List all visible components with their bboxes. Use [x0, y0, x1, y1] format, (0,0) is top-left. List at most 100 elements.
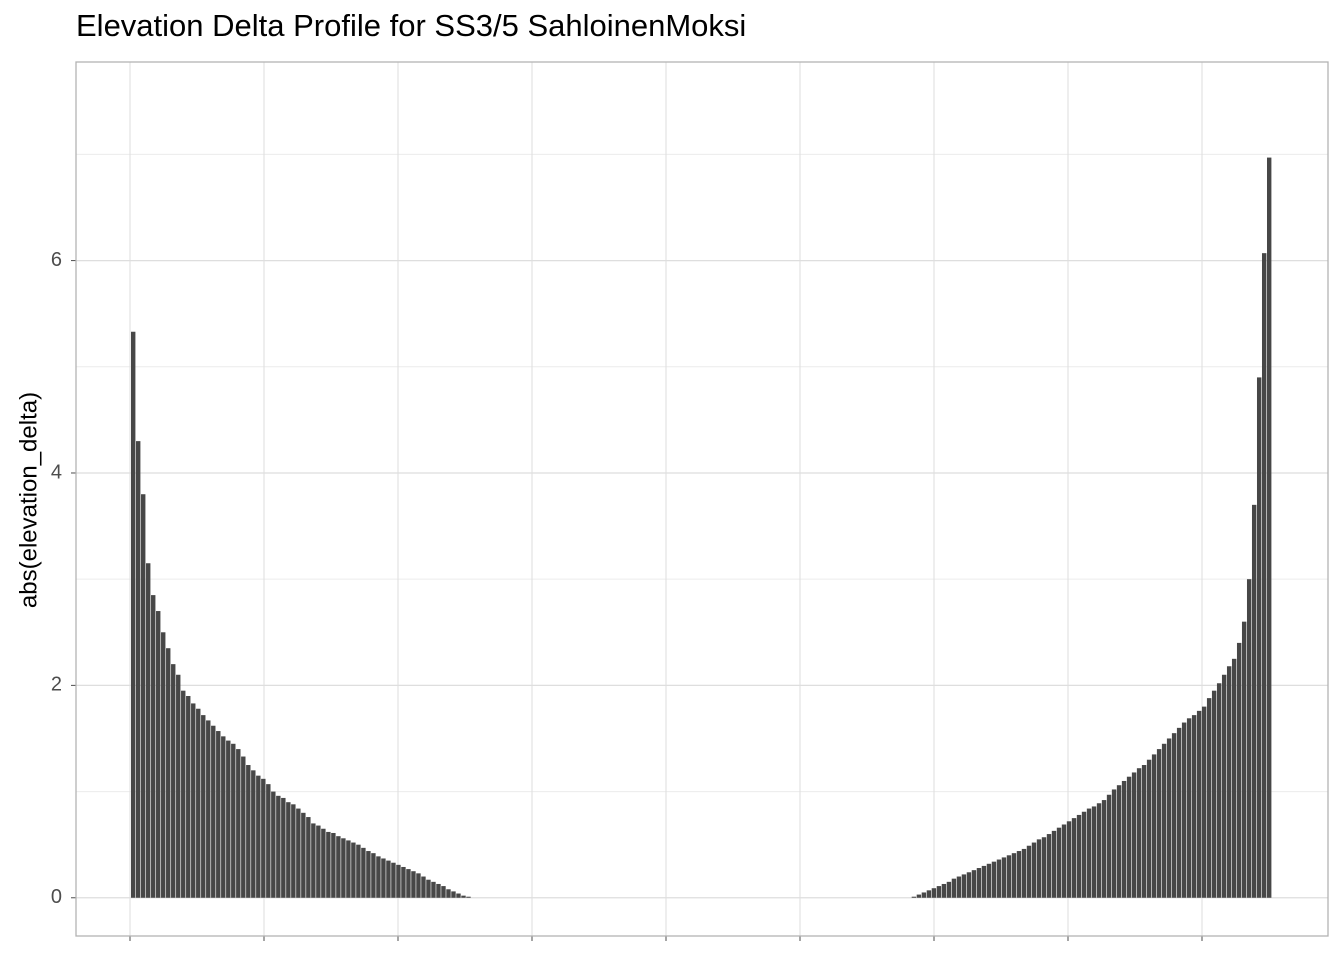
bar: [421, 876, 426, 898]
bar: [1181, 722, 1187, 898]
bar: [966, 872, 972, 898]
bar: [1201, 706, 1207, 898]
bar: [1171, 733, 1177, 898]
bar: [411, 871, 416, 898]
bar: [441, 886, 446, 898]
bar: [1151, 754, 1157, 898]
bar: [996, 859, 1002, 898]
bar: [1216, 683, 1222, 898]
bar: [1031, 842, 1037, 898]
bar: [306, 817, 311, 898]
bar: [1106, 794, 1112, 898]
bar: [236, 749, 241, 898]
bar: [341, 838, 346, 898]
bar: [926, 890, 932, 898]
bar: [161, 632, 166, 898]
bar: [1071, 818, 1077, 898]
bar: [1146, 759, 1152, 898]
bar: [1261, 253, 1267, 898]
bar: [316, 825, 321, 898]
bar: [971, 870, 977, 898]
bar: [401, 866, 406, 898]
bar: [321, 828, 326, 898]
bar: [231, 743, 236, 898]
bar: [261, 778, 266, 898]
bar: [941, 883, 947, 898]
bar: [436, 883, 441, 898]
bar: [256, 775, 261, 898]
bar: [1161, 743, 1167, 898]
bar: [1011, 853, 1017, 898]
bar: [146, 563, 151, 898]
bar: [246, 765, 251, 898]
bar: [326, 831, 331, 898]
bar: [1166, 738, 1172, 898]
bar: [451, 891, 456, 898]
bar: [141, 494, 146, 898]
bar: [171, 664, 176, 898]
bar: [336, 836, 341, 898]
bar: [1066, 821, 1072, 898]
y-tick-label: 4: [51, 461, 62, 483]
bar: [296, 808, 301, 898]
bar: [1266, 157, 1272, 898]
bar: [211, 725, 216, 898]
bar: [456, 893, 461, 898]
bar: [416, 873, 421, 898]
bar: [1086, 808, 1092, 898]
bar: [136, 441, 141, 898]
bar: [976, 868, 982, 898]
bar: [921, 892, 927, 898]
bar: [156, 611, 161, 898]
panel-border: [75, 61, 1329, 937]
bar: [351, 842, 356, 898]
bar: [1191, 715, 1197, 898]
bar: [1206, 698, 1212, 898]
bar: [1081, 811, 1087, 898]
bar: [356, 844, 361, 898]
y-tick-label: 0: [51, 886, 62, 908]
bar: [991, 861, 997, 898]
bar: [216, 731, 221, 898]
bar: [1236, 642, 1242, 898]
bar: [201, 715, 206, 898]
bar: [961, 874, 967, 898]
bar: [1241, 621, 1247, 898]
bar: [331, 832, 336, 898]
bar: [276, 795, 281, 898]
bar: [1256, 377, 1262, 898]
bar: [916, 894, 922, 898]
chart-title: Elevation Delta Profile for SS3/5 Sahloi…: [76, 8, 746, 43]
bar: [266, 784, 271, 898]
bar: [391, 862, 396, 898]
bar: [1046, 834, 1052, 898]
bar: [361, 847, 366, 898]
bar: [1101, 800, 1107, 898]
bar: [226, 740, 231, 898]
bar: [166, 648, 171, 898]
bar: [1121, 780, 1127, 898]
bar: [291, 804, 296, 898]
bar: [1096, 803, 1102, 898]
bar: [1136, 768, 1142, 898]
bar: [186, 695, 191, 898]
bar: [371, 853, 376, 898]
bar: [406, 869, 411, 898]
bar: [366, 851, 371, 898]
bar: [176, 674, 181, 898]
bar: [1041, 837, 1047, 898]
bar: [346, 840, 351, 898]
bar: [151, 595, 156, 898]
bar: [911, 896, 917, 898]
bar: [1196, 710, 1202, 898]
bar: [386, 860, 391, 898]
bar: [951, 878, 957, 898]
bar: [1051, 830, 1057, 898]
bar: [931, 888, 937, 898]
bar: [426, 879, 431, 898]
y-tick-label: 6: [51, 249, 62, 271]
bar: [396, 864, 401, 898]
bar: [206, 720, 211, 898]
bar: [1156, 749, 1162, 898]
bar: [1021, 848, 1027, 898]
